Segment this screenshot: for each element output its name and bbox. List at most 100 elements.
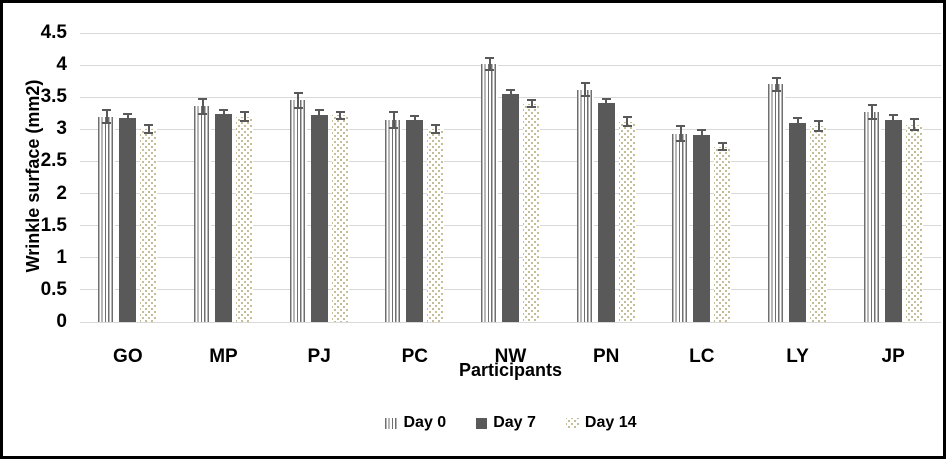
error-cap-top — [240, 111, 249, 114]
error-cap-top — [314, 109, 324, 112]
legend-item-day14: Day 14 — [565, 414, 637, 432]
error-cap-bottom — [219, 116, 228, 119]
error-cap-bottom — [793, 126, 802, 129]
error-cap-top — [718, 142, 728, 145]
error-cap-top — [506, 88, 515, 91]
x-label-nw: NW — [494, 346, 527, 367]
error-bar-day7-go — [126, 113, 129, 124]
error-bar-day0-pc — [392, 110, 395, 129]
error-bar-day14-lc — [721, 142, 724, 152]
error-cap-bottom — [198, 112, 207, 115]
error-bar-day7-jp — [892, 113, 895, 127]
error-bar-day0-ly — [775, 76, 778, 93]
error-bar-day0-pj — [297, 92, 300, 109]
x-label-pj: PJ — [307, 346, 331, 367]
bar-day0-nw — [481, 63, 498, 322]
bar-day14-pn — [618, 121, 636, 322]
error-cap-top — [527, 99, 536, 102]
error-cap-top — [772, 76, 781, 79]
x-label-ly: LY — [786, 346, 809, 367]
y-tick-label-0.5: 0.5 — [40, 278, 67, 300]
error-cap-top — [389, 110, 399, 113]
error-cap-bottom — [431, 132, 441, 135]
error-cap-top — [814, 120, 823, 123]
error-cap-top — [410, 115, 420, 118]
bar-day0-ly — [768, 84, 785, 322]
x-label-mp: MP — [209, 346, 238, 367]
error-cap-bottom — [335, 117, 345, 120]
error-cap-top — [123, 113, 133, 116]
error-bar-day0-pn — [584, 81, 587, 98]
y-tick-label-1.5: 1.5 — [40, 214, 67, 236]
y-tick-label-3: 3 — [56, 118, 67, 140]
error-cap-bottom — [389, 126, 399, 129]
y-tick-label-0: 0 — [56, 311, 67, 332]
bar-day0-pj — [289, 100, 307, 322]
y-tick-label-2.5: 2.5 — [40, 150, 67, 172]
legend-swatch-dots-icon — [565, 417, 579, 429]
error-bar-day14-pj — [339, 110, 342, 120]
error-bar-day0-nw — [488, 56, 491, 71]
error-cap-top — [580, 81, 590, 84]
error-cap-top — [601, 97, 611, 100]
error-cap-bottom — [888, 124, 898, 127]
bar-day0-pn — [576, 89, 594, 322]
error-cap-top — [676, 125, 686, 128]
y-tick-label-2: 2 — [56, 182, 67, 204]
bar-day14-jp — [905, 124, 923, 322]
error-cap-top — [144, 124, 154, 127]
error-cap-top — [293, 92, 303, 95]
legend-label: Day 14 — [584, 414, 637, 431]
error-bar-day0-go — [105, 109, 108, 124]
error-bar-day7-ly — [796, 117, 799, 129]
error-cap-bottom — [772, 90, 781, 93]
error-cap-top — [431, 124, 441, 127]
error-cap-top — [102, 109, 112, 112]
x-axis-title: Participants — [458, 360, 563, 380]
error-bar-day0-mp — [201, 97, 204, 115]
error-cap-bottom — [485, 68, 494, 71]
x-label-jp: JP — [881, 346, 905, 367]
x-label-pc: PC — [401, 346, 429, 367]
bar-day14-go — [140, 129, 158, 322]
bar-day7-pc — [406, 120, 424, 322]
legend-swatch-stripes-icon — [384, 417, 398, 429]
error-cap-top — [485, 56, 494, 59]
bar-day14-ly — [810, 126, 827, 322]
bar-day0-jp — [863, 112, 881, 322]
error-cap-top — [198, 97, 207, 100]
legend-label: Day 0 — [403, 414, 447, 431]
legend-item-day0: Day 0 — [384, 414, 447, 432]
error-cap-top — [335, 110, 345, 113]
legend-swatch-solid-icon — [476, 417, 488, 429]
error-cap-top — [867, 104, 877, 107]
x-label-lc: LC — [689, 346, 715, 367]
error-bar-day7-mp — [222, 109, 225, 119]
error-bar-day14-jp — [913, 118, 916, 132]
error-cap-top — [697, 129, 707, 132]
error-cap-bottom — [697, 138, 707, 141]
error-bar-day14-pc — [434, 124, 437, 135]
bar-day0-pc — [385, 119, 403, 322]
error-bar-day0-lc — [679, 125, 682, 143]
error-bar-day14-mp — [243, 111, 246, 122]
error-bar-day14-ly — [817, 120, 820, 132]
plot-area — [80, 32, 941, 323]
y-tick-label-4.5: 4.5 — [40, 22, 67, 43]
error-cap-bottom — [240, 119, 249, 122]
bar-day14-lc — [714, 146, 732, 322]
error-cap-top — [622, 115, 632, 118]
error-bar-day7-lc — [700, 129, 703, 141]
bar-day14-pc — [427, 129, 445, 322]
error-cap-bottom — [123, 121, 133, 124]
bar-day7-ly — [789, 122, 806, 322]
bar-day0-mp — [194, 106, 211, 322]
error-cap-bottom — [867, 117, 877, 120]
bar-day7-lc — [693, 135, 711, 322]
bar-day7-nw — [502, 94, 519, 322]
error-cap-bottom — [676, 140, 686, 143]
bar-day7-jp — [884, 120, 902, 322]
error-bar-day7-pj — [318, 109, 321, 120]
bar-day14-mp — [236, 116, 253, 322]
